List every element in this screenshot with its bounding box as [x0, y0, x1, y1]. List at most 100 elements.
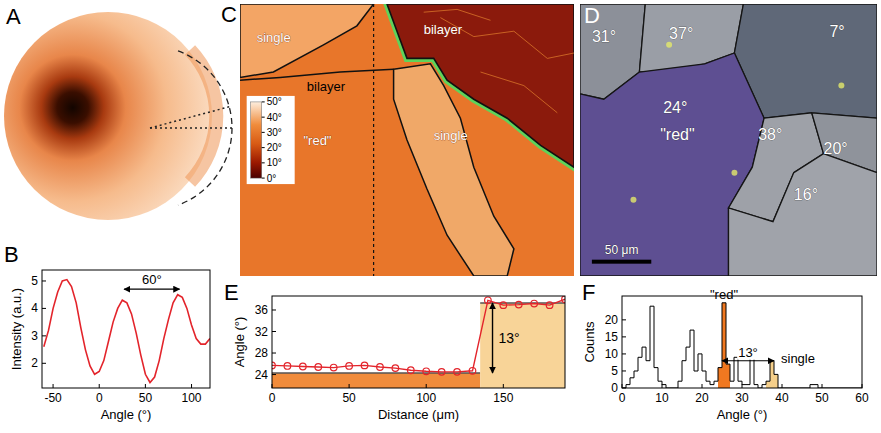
y-axis-title: Counts — [582, 321, 597, 363]
grain-label: 38° — [758, 126, 782, 143]
x-tick-label: 150 — [493, 391, 513, 405]
x-tick-label: 100 — [416, 391, 436, 405]
annotation-arrow — [722, 360, 774, 361]
x-tick — [862, 384, 863, 388]
grain-label: 37° — [669, 25, 693, 42]
angle-point — [392, 365, 399, 372]
colorbar-background — [247, 96, 295, 184]
y-tick — [272, 331, 276, 332]
grain-label: 7° — [829, 23, 844, 40]
angle-point — [469, 367, 476, 374]
particle — [666, 42, 672, 48]
highlight-label: "red" — [710, 287, 738, 302]
panel-letter: F — [582, 280, 595, 305]
histogram-bar — [766, 381, 770, 388]
panel-c: singlebilayerbilayersingle"red"0°10°20°3… — [221, 2, 574, 276]
x-axis-title: Distance (μm) — [378, 407, 459, 422]
histogram-outline — [622, 303, 862, 388]
colorbar: 0°10°20°30°40°50° — [247, 96, 295, 184]
x-axis-title: Angle (°) — [101, 407, 152, 422]
panel-letter: B — [4, 242, 19, 267]
colorbar-tick — [262, 132, 265, 133]
plot-frame — [272, 296, 565, 388]
grain-label: "red" — [660, 126, 694, 143]
histogram-bar — [690, 330, 694, 388]
profile-line — [373, 4, 374, 276]
x-tick — [782, 384, 783, 388]
y-tick-label: 20 — [605, 313, 619, 327]
angle-point — [500, 302, 507, 309]
label-patch — [737, 345, 759, 360]
histogram-bar — [746, 385, 750, 388]
x-tick — [53, 384, 54, 388]
panel-f: 010203040506005101520Angle (°)CountsF"re… — [582, 280, 869, 422]
annotation-arrow — [492, 303, 493, 373]
angle-point — [361, 362, 368, 369]
histogram-bar — [722, 303, 726, 388]
x-tick — [426, 384, 427, 388]
x-tick-label: 30 — [735, 391, 749, 405]
histogram-bar — [626, 385, 630, 388]
plot-area — [272, 296, 565, 388]
y-tick — [272, 309, 276, 310]
grain-label: 31° — [592, 28, 616, 45]
y-tick — [42, 335, 46, 336]
x-tick-label: 50 — [139, 391, 153, 405]
y-tick-label: 32 — [255, 325, 269, 339]
region-label: single — [257, 30, 291, 45]
x-tick-label: 100 — [182, 391, 202, 405]
particle — [731, 170, 737, 176]
y-tick-label: 5 — [611, 364, 618, 378]
highlight-label: single — [781, 351, 815, 366]
histogram-bar — [658, 381, 662, 388]
panel-a: A — [4, 4, 232, 220]
panel-letter: C — [221, 2, 237, 27]
scale-bar — [592, 260, 651, 264]
y-tick-label: 0 — [611, 381, 618, 395]
histogram-bar — [622, 388, 626, 389]
contour-line — [481, 72, 558, 113]
panel-b: -500501002345Angle (°)Intensity (a.u.)B6… — [4, 242, 210, 422]
level-area — [272, 373, 480, 388]
histogram-bar — [718, 368, 722, 388]
angle-point — [423, 368, 430, 375]
histogram-bar — [770, 361, 774, 388]
colorbar-tick — [262, 147, 265, 148]
region-label: "red" — [303, 133, 331, 148]
x-tick — [191, 384, 192, 388]
angle-point — [546, 302, 553, 309]
colorbar-tick-label: 40° — [267, 112, 282, 123]
x-tick-label: 50 — [342, 391, 356, 405]
histogram-bar — [726, 364, 730, 388]
colorbar-tick-label: 50° — [267, 96, 282, 107]
colorbar-tick-label: 0° — [267, 173, 277, 184]
angle-point — [377, 364, 384, 371]
diffraction-pattern — [4, 12, 212, 220]
x-tick — [503, 384, 504, 388]
histogram-bar — [702, 371, 706, 388]
panel-d: 31°37°7°24°"red"38°20°16°50 μmD — [580, 3, 877, 276]
angle-point — [300, 363, 307, 370]
particle — [838, 83, 844, 89]
y-tick-label: 5 — [31, 274, 38, 288]
histogram-bar — [714, 381, 718, 388]
histogram-bar — [706, 381, 710, 388]
particle — [630, 197, 636, 203]
y-tick-label: 15 — [605, 330, 619, 344]
angle-point — [346, 363, 353, 370]
micrograph — [580, 4, 877, 276]
annotation: 13° — [738, 345, 758, 360]
y-tick — [272, 353, 276, 354]
y-tick-label: 10 — [605, 347, 619, 361]
x-tick — [622, 384, 623, 388]
y-axis-title: Angle (°) — [232, 317, 247, 368]
histogram-bar — [682, 361, 686, 388]
angle-point — [330, 364, 337, 371]
single-region — [394, 64, 514, 276]
y-tick — [622, 370, 626, 371]
histogram-bar — [810, 385, 814, 388]
histogram-bar — [742, 385, 746, 388]
colorbar-tick — [262, 101, 265, 102]
histogram-bar — [634, 371, 638, 388]
panel-letter: A — [6, 4, 21, 29]
